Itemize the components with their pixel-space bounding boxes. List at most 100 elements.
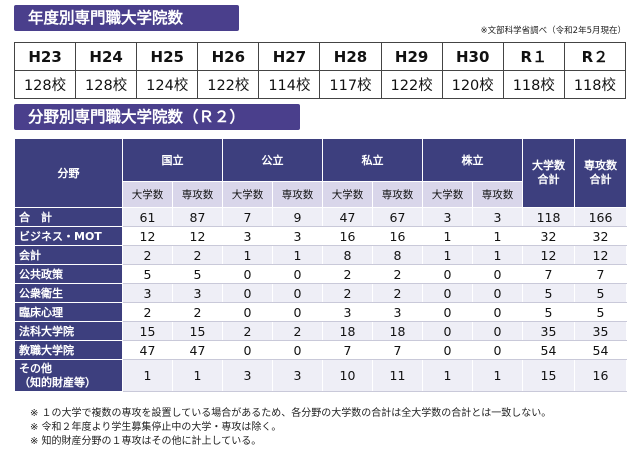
value-cell: 7: [322, 340, 373, 360]
year-cell: H26: [197, 42, 260, 71]
count-value-row: 128校 128校 124校 122校 114校 117校 122校 120校 118校 118校: [13, 70, 627, 99]
header-total-major: 専攻数 合計: [574, 138, 627, 208]
count-cell: 122校: [197, 70, 260, 99]
value-cell: 18: [372, 321, 423, 341]
year-count-table: H23 H24 H25 H26 H27 H28 H29 H30 R１ R２ 128校 128校 124…: [13, 42, 627, 99]
value-cell: 3: [172, 283, 223, 303]
value-cell: 47: [122, 340, 173, 360]
value-cell: 1: [472, 245, 523, 265]
value-cell: 3: [122, 283, 173, 303]
value-cell: 2: [172, 302, 223, 322]
year-cell: H25: [136, 42, 199, 71]
row-label: 臨床心理: [14, 302, 123, 322]
value-cell: 118: [522, 207, 575, 227]
value-cell: 1: [172, 359, 223, 392]
count-cell: 114校: [258, 70, 321, 99]
sub-univ-corporate: 大学数: [422, 181, 473, 208]
footnote-1: ※ １の大学で複数の専攻を設置している場合があるため、各分野の大学数の合計は全大…: [30, 408, 552, 419]
value-cell: 5: [172, 264, 223, 284]
count-cell: 120校: [441, 70, 504, 99]
value-cell: 87: [172, 207, 223, 227]
value-cell: 2: [222, 321, 273, 341]
value-cell: 2: [122, 245, 173, 265]
value-cell: 61: [122, 207, 173, 227]
value-cell: 0: [272, 302, 323, 322]
value-cell: 32: [522, 226, 575, 246]
footnote-3: ※ 知的財産分野の１専攻はその他に計上している。: [30, 436, 262, 447]
value-cell: 1: [272, 245, 323, 265]
value-cell: 166: [574, 207, 627, 227]
value-cell: 5: [574, 283, 627, 303]
value-cell: 0: [272, 283, 323, 303]
header-national: 国立: [122, 138, 223, 182]
value-cell: 1: [222, 245, 273, 265]
value-cell: 0: [472, 283, 523, 303]
table-row: 教職大学院 47 47 0 0 7 7 0 0 54 54: [14, 340, 627, 360]
count-cell: 117校: [319, 70, 382, 99]
value-cell: 0: [222, 264, 273, 284]
row-label: その他 （知的財産等）: [14, 359, 123, 392]
value-cell: 2: [322, 264, 373, 284]
value-cell: 16: [574, 359, 627, 392]
source-note: ※文部科学省調べ（令和2年5月現在）: [480, 26, 626, 36]
value-cell: 5: [522, 302, 575, 322]
table-row: ビジネス・MOT 12 12 3 3 16 16 1 1 32 32: [14, 226, 627, 246]
year-header-row: H23 H24 H25 H26 H27 H28 H29 H30 R１ R２: [13, 42, 627, 71]
value-cell: 0: [472, 321, 523, 341]
sub-major-private: 専攻数: [372, 181, 423, 208]
row-label: 公衆衛生: [14, 283, 123, 303]
year-cell: R１: [502, 42, 565, 71]
value-cell: 15: [172, 321, 223, 341]
value-cell: 7: [522, 264, 575, 284]
value-cell: 8: [372, 245, 423, 265]
row-label: 教職大学院: [14, 340, 123, 360]
value-cell: 1: [472, 359, 523, 392]
footnote-2: ※ 令和２年度より学生募集停止中の大学・専攻は除く。: [30, 422, 282, 433]
value-cell: 0: [272, 264, 323, 284]
count-cell: 128校: [13, 70, 77, 99]
value-cell: 3: [372, 302, 423, 322]
value-cell: 35: [522, 321, 575, 341]
year-cell: H29: [380, 42, 443, 71]
value-cell: 5: [522, 283, 575, 303]
value-cell: 1: [422, 359, 473, 392]
value-cell: 5: [122, 264, 173, 284]
value-cell: 12: [574, 245, 627, 265]
sub-univ-private: 大学数: [322, 181, 373, 208]
value-cell: 7: [372, 340, 423, 360]
value-cell: 16: [322, 226, 373, 246]
year-cell: H30: [441, 42, 504, 71]
value-cell: 2: [372, 283, 423, 303]
sub-univ-national: 大学数: [122, 181, 173, 208]
value-cell: 0: [222, 340, 273, 360]
value-cell: 3: [222, 226, 273, 246]
row-label: 合 計: [14, 207, 123, 227]
value-cell: 2: [372, 264, 423, 284]
table-row: その他 （知的財産等） 1 1 3 3 10 11 1 1 15 16: [14, 359, 627, 392]
field-count-table: 分野 国立 公立 私立 株立 大学数 合計 専攻数 合計 大学数 専攻数 大学数 専…: [14, 138, 627, 392]
value-cell: 0: [272, 340, 323, 360]
year-cell: R２: [563, 42, 627, 71]
header-field: 分野: [14, 138, 123, 208]
header-public: 公立: [222, 138, 323, 182]
value-cell: 54: [522, 340, 575, 360]
value-cell: 15: [122, 321, 173, 341]
value-cell: 3: [222, 359, 273, 392]
table-row: 公共政策 5 5 0 0 2 2 0 0 7 7: [14, 264, 627, 284]
value-cell: 3: [472, 207, 523, 227]
value-cell: 47: [172, 340, 223, 360]
value-cell: 11: [372, 359, 423, 392]
value-cell: 67: [372, 207, 423, 227]
value-cell: 9: [272, 207, 323, 227]
value-cell: 0: [422, 340, 473, 360]
value-cell: 0: [422, 264, 473, 284]
value-cell: 0: [422, 321, 473, 341]
value-cell: 7: [574, 264, 627, 284]
count-cell: 128校: [75, 70, 138, 99]
value-cell: 0: [422, 283, 473, 303]
value-cell: 1: [422, 245, 473, 265]
value-cell: 0: [472, 302, 523, 322]
header-private: 私立: [322, 138, 423, 182]
value-cell: 10: [322, 359, 373, 392]
value-cell: 0: [222, 283, 273, 303]
